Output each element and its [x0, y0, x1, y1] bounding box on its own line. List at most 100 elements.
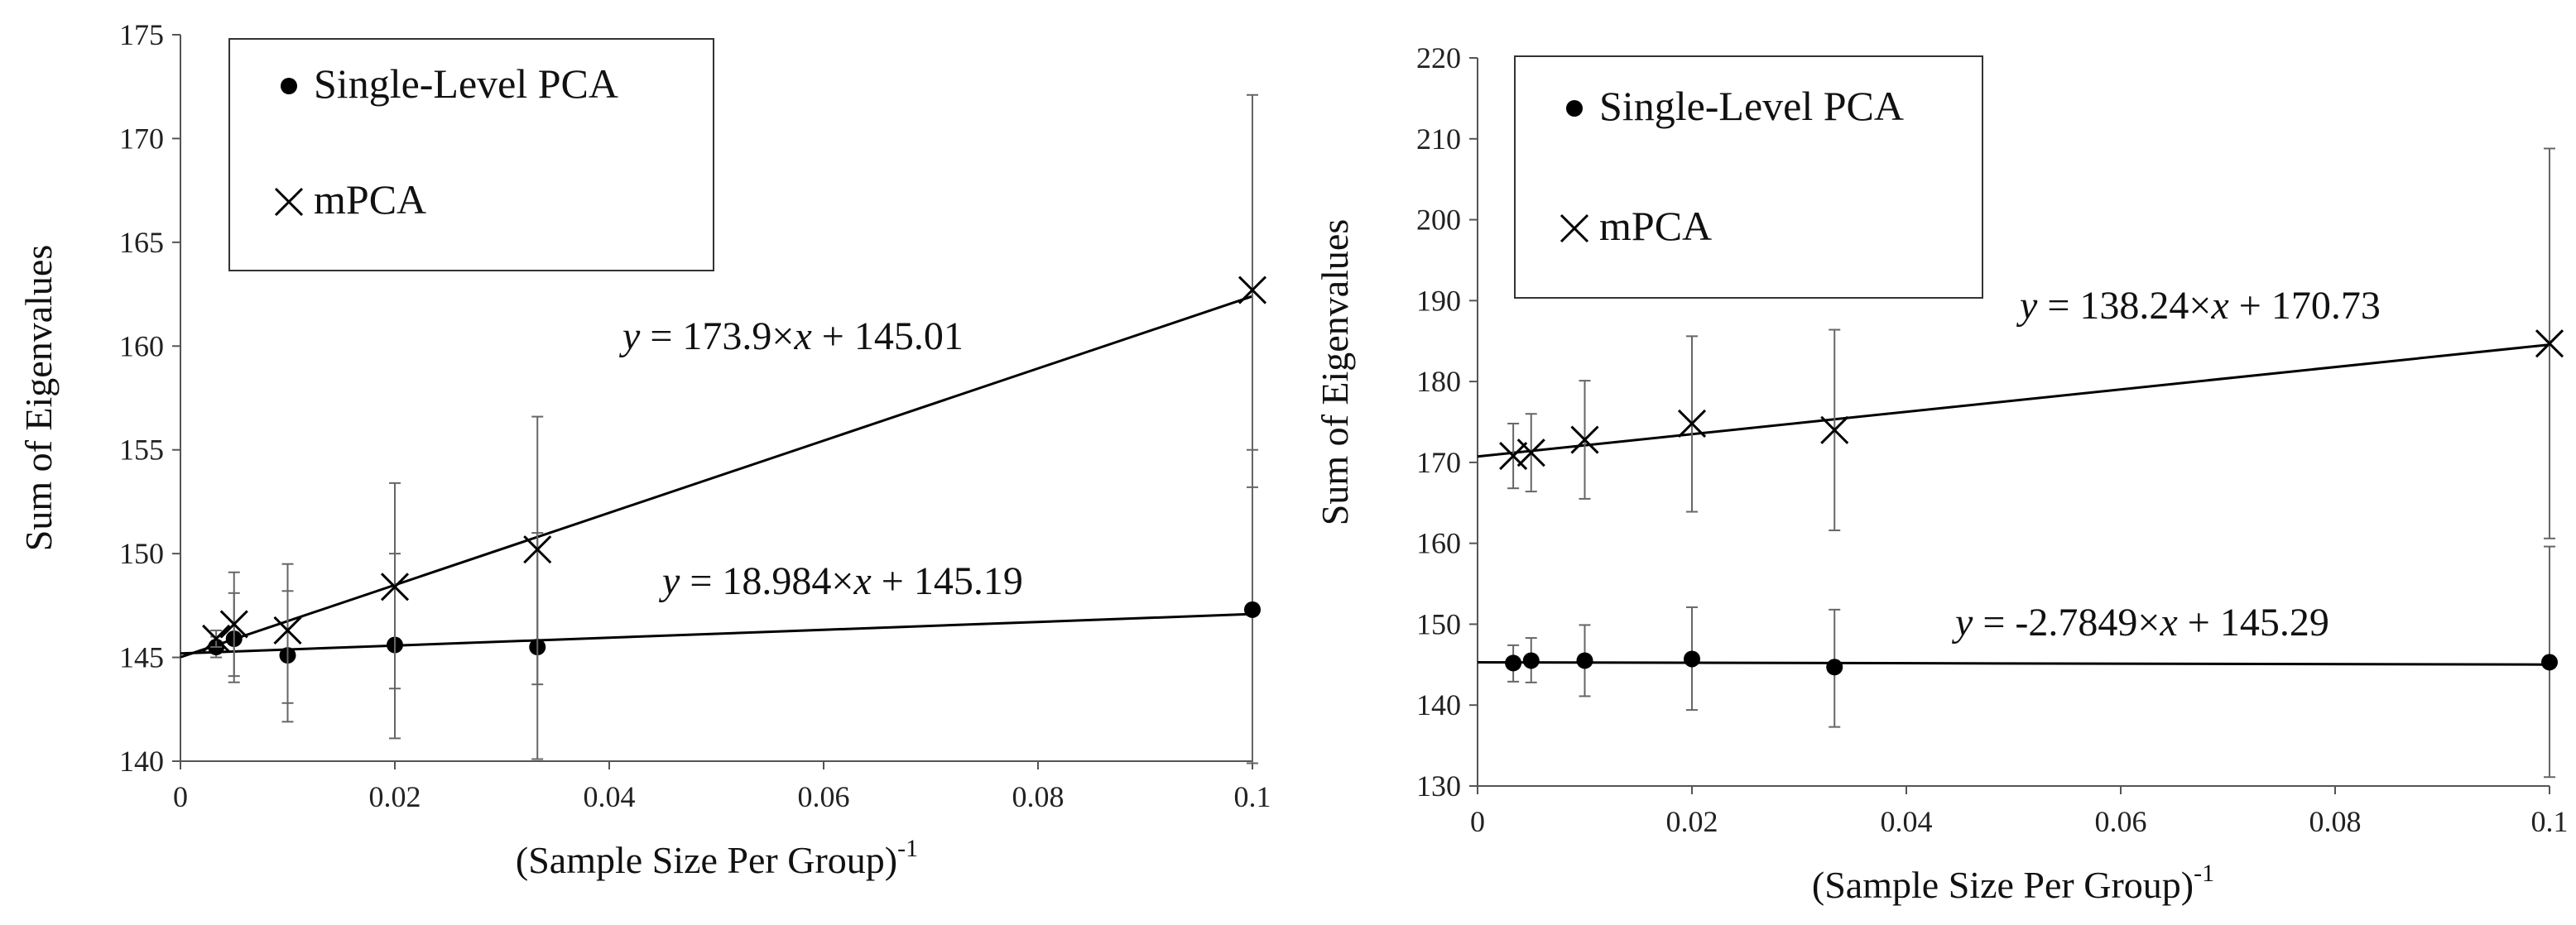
y-tick-label: 145: [119, 641, 164, 674]
y-tick-label: 190: [1416, 284, 1461, 317]
y-axis-label: Sum of Eigenvalues: [17, 245, 60, 552]
x-axis-label-superscript: -1: [897, 835, 918, 862]
data-point-single-level-pca: [1505, 654, 1522, 672]
legend-marker-x: [274, 187, 304, 217]
y-tick-label: 140: [119, 745, 164, 778]
x-tick-label: 0.04: [1881, 805, 1933, 838]
y-tick-label: 170: [119, 122, 164, 155]
equation-x: x: [793, 314, 811, 358]
marker-stroke: [523, 535, 552, 564]
legend-label: Single-Level PCA: [1599, 83, 1904, 129]
x-tick-label: 0: [173, 780, 188, 813]
x-tick-label: 0.08: [1012, 780, 1065, 813]
equation-part: + 145.29: [2178, 601, 2329, 645]
y-tick-label: 220: [1416, 41, 1461, 74]
data-point-mpca: [1570, 425, 1599, 454]
marker-stroke: [202, 624, 231, 654]
data-point-mpca: [273, 616, 302, 645]
y-tick-label: 130: [1416, 769, 1461, 803]
left-chart: 140 145 150 155 160 165 170 175 0 0.02 0.04 0.06 0.0…: [17, 18, 1271, 881]
equation-part: = -2.7849×: [1973, 601, 2160, 645]
x-tick-label: 0.02: [369, 780, 421, 813]
fit-equation: y = 18.984×x + 145.19: [658, 559, 1023, 603]
x-tick-label: 0.04: [584, 780, 636, 813]
marker-stroke: [1677, 409, 1707, 439]
data-point-mpca: [1516, 439, 1545, 467]
data-point-mpca: [219, 610, 248, 639]
x-tick-label: 0: [1470, 805, 1485, 838]
y-tick-label: 165: [119, 226, 164, 259]
equation-y: y: [2016, 284, 2038, 328]
x-axis-label: (Sample Size Per Group)-1: [1812, 860, 2214, 906]
legend-label: mPCA: [1599, 203, 1712, 249]
marker-stroke: [380, 573, 410, 601]
marker-stroke: [2535, 329, 2564, 358]
y-tick-label: 160: [119, 329, 164, 362]
legend: Single-Level PCA mPCA: [228, 38, 714, 271]
fit-equation: y = 173.9×x + 145.01: [618, 314, 964, 358]
y-tick-label: 180: [1416, 365, 1461, 398]
data-point-mpca: [1499, 442, 1528, 471]
right-chart: 130 140 150 160 170 180 190 200 210 220 0 0.02 0.04 0…: [1314, 41, 2569, 906]
y-tick-label: 150: [119, 537, 164, 570]
legend: Single-Level PCA mPCA: [1514, 55, 1983, 299]
marker-stroke: [1516, 439, 1545, 467]
equation-x: x: [853, 559, 871, 603]
x-tick-label: 0.08: [2309, 805, 2362, 838]
data-point-mpca: [202, 624, 231, 654]
y-tick-label: 140: [1416, 688, 1461, 721]
fit-line-mpca: [1477, 343, 2550, 458]
legend-box: [228, 38, 714, 271]
y-tick-label: 175: [119, 18, 164, 51]
equation-part: = 173.9×: [640, 314, 794, 358]
data-point-single-level-pca: [1684, 650, 1700, 668]
fit-equation: y = -2.7849×x + 145.29: [1951, 601, 2329, 645]
fit-equation: y = 138.24×x + 170.73: [2016, 284, 2381, 328]
marker-stroke: [1238, 276, 1267, 304]
x-axis-label-text: (Sample Size Per Group): [1812, 864, 2194, 906]
y-tick-label: 155: [119, 434, 164, 467]
data-point-mpca: [1238, 276, 1267, 304]
equation-y: y: [618, 314, 641, 358]
marker-stroke: [274, 187, 304, 217]
y-tick-label: 150: [1416, 607, 1461, 640]
fit-line-mpca: [180, 295, 1253, 659]
legend-label: Single-Level PCA: [314, 60, 618, 107]
y-tick-label: 160: [1416, 527, 1461, 560]
legend-box: [1514, 55, 1983, 299]
equation-part: = 138.24×: [2037, 284, 2211, 328]
marker-stroke: [1499, 442, 1528, 471]
data-point-mpca: [380, 573, 410, 601]
data-point-mpca: [1820, 415, 1849, 444]
x-tick-label: 0.06: [798, 780, 850, 813]
equation-x: x: [2159, 601, 2177, 645]
x-tick-label: 0.1: [2531, 805, 2569, 838]
equation-part: = 18.984×: [680, 559, 853, 603]
data-point-single-level-pca: [2541, 654, 2558, 671]
marker-stroke: [1570, 425, 1599, 454]
fit-line-single-level-pca: [1477, 660, 2550, 666]
data-point-single-level-pca: [1244, 601, 1261, 618]
y-tick-label: 210: [1416, 122, 1461, 156]
equation-part: + 145.19: [872, 559, 1023, 603]
x-tick-label: 0.02: [1666, 805, 1718, 838]
data-point-single-level-pca: [1522, 652, 1540, 669]
y-tick-label: 170: [1416, 446, 1461, 479]
equation-part: + 170.73: [2229, 284, 2381, 328]
x-axis-label-superscript: -1: [2194, 860, 2214, 887]
x-axis-label: (Sample Size Per Group)-1: [516, 835, 918, 881]
legend-marker-x: [1560, 213, 1589, 243]
equation-y: y: [1951, 601, 1973, 645]
data-point-mpca: [2535, 329, 2564, 358]
legend-marker-circle: [281, 78, 297, 94]
legend-label: mPCA: [314, 176, 426, 223]
data-point-single-level-pca: [1826, 659, 1843, 676]
legend-marker-circle: [1566, 100, 1583, 117]
y-axis-label: Sum of Eigenvalues: [1314, 219, 1356, 526]
marker-stroke: [273, 616, 302, 645]
equation-part: + 145.01: [812, 314, 964, 358]
marker-stroke: [1560, 213, 1589, 243]
equation-y: y: [658, 559, 680, 603]
y-tick-label: 200: [1416, 204, 1461, 237]
